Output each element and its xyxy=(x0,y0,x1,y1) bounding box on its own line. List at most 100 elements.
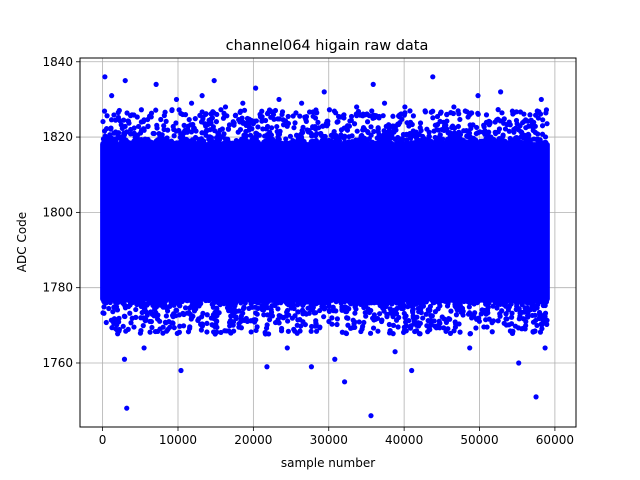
sample-point xyxy=(475,130,481,136)
sample-point xyxy=(432,122,438,128)
sample-point xyxy=(272,319,279,326)
sample-point xyxy=(441,325,447,331)
sample-point xyxy=(473,297,479,304)
sample-point xyxy=(288,298,294,304)
sample-point xyxy=(300,129,306,136)
sample-point xyxy=(524,305,530,311)
sample-point xyxy=(209,115,216,121)
sample-point xyxy=(513,125,519,131)
sample-point xyxy=(390,314,396,320)
sample-point xyxy=(535,115,541,121)
sample-point xyxy=(476,315,482,321)
sample-point xyxy=(513,109,520,115)
sample-point xyxy=(439,314,445,320)
sample-point xyxy=(284,140,290,146)
sample-point xyxy=(118,140,125,146)
sample-point xyxy=(300,319,306,325)
sample-point xyxy=(254,324,260,330)
x-axis-label: sample number xyxy=(281,456,375,470)
sample-point xyxy=(252,298,258,304)
sample-point xyxy=(195,297,202,303)
sample-point xyxy=(228,330,234,336)
sample-point xyxy=(112,117,119,123)
sample-point xyxy=(204,320,210,327)
sample-point xyxy=(348,113,355,120)
sample-point xyxy=(396,112,403,118)
sample-point xyxy=(145,123,151,130)
sample-point xyxy=(484,324,490,330)
sample-point xyxy=(390,113,396,119)
sample-point xyxy=(152,312,159,318)
outlier-point xyxy=(392,349,398,355)
sample-point xyxy=(392,136,398,142)
sample-point xyxy=(288,305,294,311)
sample-point xyxy=(530,127,536,133)
sample-point xyxy=(225,136,231,142)
sample-point xyxy=(455,123,461,130)
sample-point xyxy=(360,124,367,131)
sample-point xyxy=(198,140,205,146)
sample-point xyxy=(427,139,433,145)
sample-point xyxy=(453,312,460,318)
sample-point xyxy=(321,314,327,320)
sample-point xyxy=(174,307,180,314)
sample-point xyxy=(178,133,185,139)
sample-point xyxy=(365,306,371,312)
sample-point xyxy=(204,329,210,335)
sample-point xyxy=(215,130,221,136)
sample-point xyxy=(382,302,388,309)
sample-point xyxy=(523,117,529,123)
sample-point xyxy=(486,316,492,322)
sample-point xyxy=(364,111,370,117)
sample-point xyxy=(371,128,377,135)
sample-point xyxy=(509,139,515,145)
sample-point xyxy=(198,119,205,125)
sample-point xyxy=(347,118,353,124)
sample-point xyxy=(129,112,135,118)
sample-point xyxy=(385,132,391,138)
sample-point xyxy=(238,318,244,325)
sample-point xyxy=(445,326,451,332)
sample-point xyxy=(437,132,443,138)
sample-point xyxy=(430,115,436,121)
sample-point xyxy=(521,111,527,117)
sample-point xyxy=(316,140,322,146)
sample-point xyxy=(256,132,262,138)
sample-point xyxy=(277,140,283,147)
sample-point xyxy=(306,310,312,316)
outlier-point xyxy=(102,74,108,80)
sample-point xyxy=(368,297,375,303)
sample-point xyxy=(404,120,410,126)
sample-point xyxy=(372,140,378,147)
sample-point xyxy=(143,301,150,307)
sample-point xyxy=(161,123,167,129)
sample-point xyxy=(490,303,496,309)
sample-point xyxy=(467,140,473,146)
sample-point xyxy=(267,297,273,303)
sample-point xyxy=(406,318,412,324)
sample-point xyxy=(106,305,112,312)
sample-point xyxy=(501,116,507,122)
sample-point xyxy=(120,323,126,329)
sample-point xyxy=(317,324,323,330)
sample-point xyxy=(138,107,144,113)
outlier-point xyxy=(467,345,473,351)
sample-point xyxy=(161,112,167,119)
sample-point xyxy=(126,120,132,126)
sample-point xyxy=(363,313,369,319)
sample-point xyxy=(403,313,409,319)
sample-point xyxy=(342,140,349,146)
sample-point xyxy=(191,125,197,132)
sample-point xyxy=(308,328,314,334)
sample-point xyxy=(412,139,418,146)
sample-point xyxy=(433,325,440,331)
sample-point xyxy=(222,299,228,306)
sample-point xyxy=(278,325,285,332)
sample-point xyxy=(420,303,427,309)
sample-point xyxy=(110,309,116,315)
sample-point xyxy=(269,313,276,319)
sample-point xyxy=(348,325,354,331)
sample-point xyxy=(310,304,316,310)
sample-point xyxy=(432,309,439,315)
sample-point xyxy=(249,304,255,310)
